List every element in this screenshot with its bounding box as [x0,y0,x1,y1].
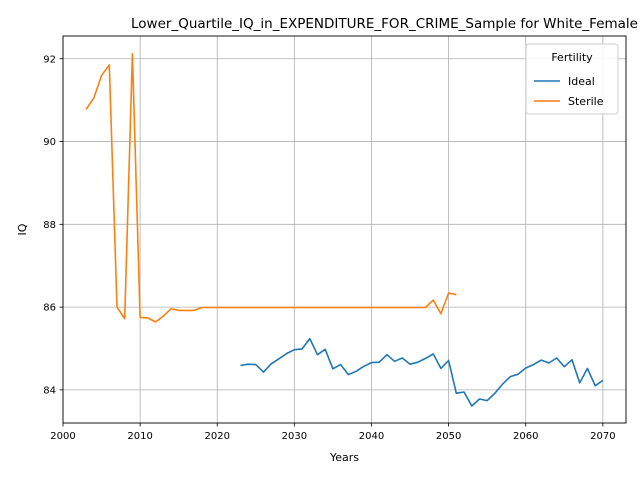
x-tick-label: 2050 [436,431,461,442]
x-axis-label: Years [329,451,359,464]
y-axis-label: IQ [16,223,29,235]
x-tick-label: 2070 [590,431,615,442]
y-tick-label: 92 [43,54,56,65]
y-tick-label: 90 [43,137,56,148]
x-tick-label: 2040 [359,431,384,442]
legend-title: Fertility [551,51,593,64]
x-tick-label: 2010 [127,431,152,442]
axis-ticks: 2000 2010 2020 2030 2040 2050 2060 2070 84 86 88 90… [43,54,615,442]
y-tick-label: 88 [43,220,56,231]
x-tick-label: 2060 [513,431,538,442]
x-tick-label: 2020 [205,431,230,442]
x-tick-label: 2000 [50,431,75,442]
series-lines [85,52,604,407]
y-tick-label: 84 [43,385,56,396]
legend-box [525,43,619,115]
plot-area-frame [62,35,627,424]
y-tick-label: 86 [43,303,56,314]
x-tick-label: 2030 [282,431,307,442]
series-line-sterile [85,52,457,323]
legend: Fertility Ideal Sterile [525,43,619,115]
chart-title: Lower_Quartile_IQ_in_EXPENDITURE_FOR_CRI… [131,16,638,32]
series-line-ideal [240,337,604,407]
legend-label-sterile: Sterile [568,95,604,108]
legend-label-ideal: Ideal [568,75,595,88]
